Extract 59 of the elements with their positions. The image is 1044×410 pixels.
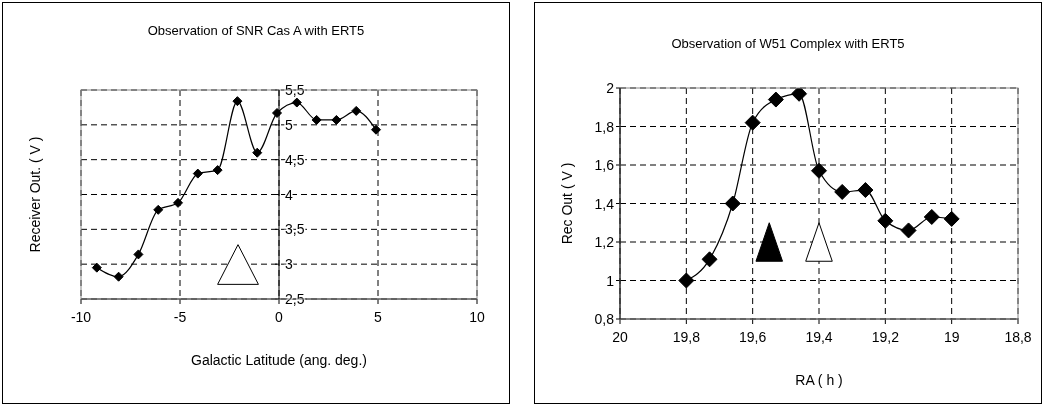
y-tick-label: 5 — [285, 116, 293, 133]
x-tick-label: 10 — [469, 308, 485, 325]
point — [291, 97, 302, 108]
point — [877, 212, 894, 229]
point — [153, 204, 164, 215]
y-axis-title: Receiver Out. ( V ) — [26, 136, 43, 253]
x-tick-label: 19 — [943, 328, 960, 345]
x-tick-label: 5 — [374, 308, 383, 325]
chart-title: Observation of SNR Cas A with ERT5 — [146, 23, 366, 38]
point — [331, 114, 342, 125]
y-tick-label: 1,6 — [594, 157, 615, 173]
point — [311, 114, 322, 125]
point — [923, 208, 940, 225]
point — [232, 96, 243, 107]
point — [91, 262, 102, 273]
y-tick-label: 3,5 — [285, 221, 305, 238]
chart-title: Observation of W51 Complex with ERT5 — [670, 36, 906, 51]
point — [744, 114, 761, 131]
point — [724, 195, 741, 212]
point — [701, 251, 718, 268]
y-tick-label: 3 — [285, 256, 293, 273]
point — [791, 88, 808, 102]
y-tick-label: 5,5 — [285, 82, 305, 98]
y-tick-label: 0,8 — [594, 311, 615, 327]
point — [371, 124, 382, 135]
x-tick-label: 19,2 — [871, 328, 900, 345]
x-tick-label: 19,6 — [739, 328, 767, 345]
y-tick-label: 4 — [285, 186, 293, 203]
y-tick-label: 2,5 — [285, 291, 305, 307]
y-tick-label: 1,2 — [594, 234, 615, 250]
point — [900, 222, 917, 239]
x-tick-label: 0 — [275, 308, 284, 325]
x-tick-label: 20 — [612, 328, 628, 345]
y-tick-label: 1,4 — [594, 195, 615, 212]
point — [811, 162, 827, 179]
y-tick-label: 4,5 — [285, 151, 305, 168]
y-axis-title: Rec Out ( V ) — [558, 162, 575, 245]
point — [212, 165, 223, 176]
point — [252, 147, 263, 158]
y-tick-label: 1,8 — [594, 118, 615, 135]
point — [834, 183, 851, 200]
point — [133, 249, 144, 260]
y-tick-label: 2 — [606, 80, 615, 96]
x-tick-label: 19,4 — [805, 328, 833, 345]
x-axis-title: RA ( h ) — [795, 372, 843, 388]
point — [678, 272, 695, 289]
x-axis-title: Galactic Latitude (ang. deg.) — [191, 352, 367, 368]
point — [943, 210, 960, 227]
point — [192, 168, 203, 179]
y-tick-label: 1 — [606, 272, 615, 289]
point — [767, 91, 784, 108]
x-tick-label: 18,8 — [1004, 328, 1032, 345]
point — [351, 105, 362, 116]
point — [173, 197, 184, 208]
x-tick-label: -5 — [173, 308, 187, 325]
x-tick-label: -10 — [70, 308, 92, 325]
point — [857, 182, 874, 199]
point — [113, 271, 124, 282]
x-tick-label: 19,8 — [672, 328, 701, 345]
